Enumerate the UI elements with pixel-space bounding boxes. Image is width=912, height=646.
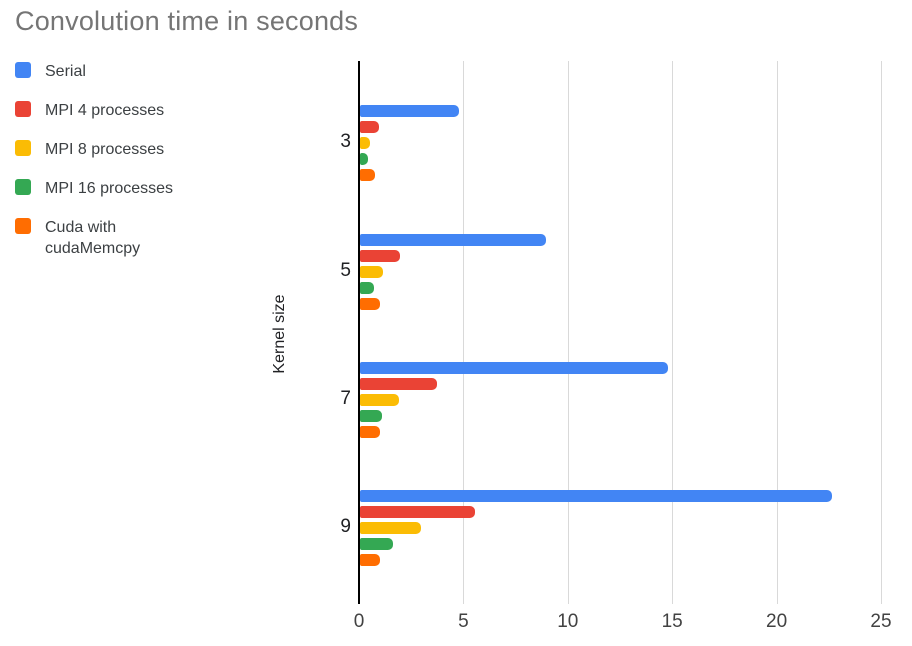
bar-cuda-with-cudamemcpy-kernel-9	[360, 554, 380, 567]
bar-serial-kernel-7	[360, 362, 668, 374]
category-label-9: 9	[340, 516, 351, 538]
bar-mpi-4-processes-kernel-5	[360, 249, 400, 262]
x-tick-label-20: 20	[766, 611, 788, 632]
bar-mpi-16-processes-kernel-5	[360, 281, 374, 294]
bar-mpi-8-processes-kernel-9	[360, 522, 421, 535]
bar-serial-kernel-3	[360, 105, 460, 118]
legend-item-mpi-16-processes: MPI 16 processes	[15, 178, 185, 199]
bar-serial-kernel-5	[360, 233, 546, 246]
gridline-x-25	[881, 61, 882, 604]
bar-mpi-16-processes-kernel-9	[360, 538, 394, 551]
y-axis-title: Kernel size	[271, 294, 288, 374]
x-axis-baseline	[358, 61, 360, 604]
legend-swatch	[15, 101, 31, 117]
legend-item-mpi-8-processes: MPI 8 processes	[15, 139, 185, 160]
x-tick-label-15: 15	[661, 611, 683, 632]
gridline-x-5	[463, 61, 465, 604]
x-tick-label-5: 5	[458, 611, 469, 632]
bar-mpi-4-processes-kernel-3	[360, 121, 379, 134]
legend-label: Cuda with cudaMemcpy	[45, 219, 141, 257]
legend-swatch	[15, 140, 31, 156]
legend-swatch	[15, 62, 31, 78]
legend-label: MPI 16 processes	[45, 180, 174, 197]
legend-swatch	[15, 179, 31, 195]
gridline-x-20	[776, 61, 778, 604]
bar-mpi-16-processes-kernel-7	[360, 410, 382, 422]
bar-mpi-4-processes-kernel-9	[360, 506, 475, 519]
legend-label: MPI 8 processes	[45, 141, 165, 158]
bar-mpi-8-processes-kernel-3	[360, 137, 370, 150]
category-label-5: 5	[340, 259, 351, 281]
legend: Serial MPI 4 processes MPI 8 processes MPI …	[15, 61, 185, 259]
bar-cuda-with-cudamemcpy-kernel-5	[360, 297, 380, 310]
legend-label: Serial	[45, 63, 86, 80]
bar-serial-kernel-9	[360, 490, 832, 503]
legend-item-serial: Serial	[15, 61, 185, 82]
gridline-x-15	[672, 61, 674, 604]
category-label-7: 7	[340, 388, 351, 409]
x-tick-label-25: 25	[870, 611, 892, 632]
chart-title: Convolution time in seconds	[15, 6, 359, 36]
legend-swatch	[15, 218, 31, 234]
gridline-x-10	[567, 61, 569, 604]
category-label-3: 3	[340, 131, 351, 153]
x-tick-label-10: 10	[557, 611, 579, 632]
bar-mpi-8-processes-kernel-5	[360, 265, 383, 278]
bar-cuda-with-cudamemcpy-kernel-3	[360, 169, 376, 182]
bar-mpi-4-processes-kernel-7	[360, 378, 438, 390]
legend-item-mpi-4-processes: MPI 4 processes	[15, 100, 185, 121]
x-tick-label-0: 0	[353, 611, 365, 632]
bar-mpi-8-processes-kernel-7	[360, 394, 399, 406]
bar-cuda-with-cudamemcpy-kernel-7	[360, 426, 380, 438]
legend-label: MPI 4 processes	[45, 102, 165, 119]
bar-mpi-16-processes-kernel-3	[360, 153, 368, 166]
legend-item-cuda-with-cudamemcpy: Cuda with cudaMemcpy	[15, 217, 185, 259]
